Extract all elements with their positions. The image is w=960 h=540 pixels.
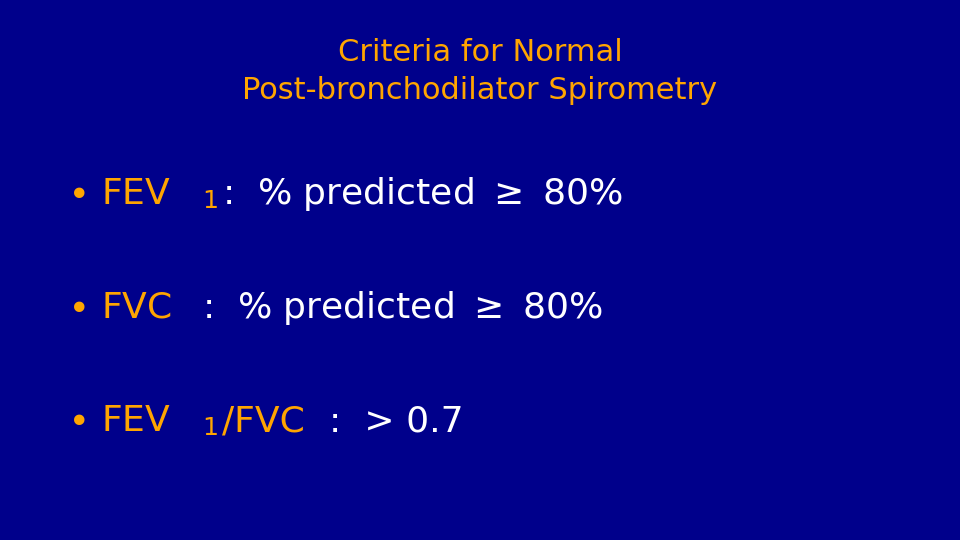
Text: :  % predicted $\geq$ 80%: : % predicted $\geq$ 80% [223,176,623,213]
Text: $\bullet$ FVC: $\bullet$ FVC [67,291,172,325]
Text: :  > 0.7: : > 0.7 [329,404,464,438]
Text: $\bullet$ FEV: $\bullet$ FEV [67,178,171,211]
Text: $_1$: $_1$ [202,404,218,438]
Text: $\bullet$ FEV: $\bullet$ FEV [67,404,171,438]
Text: Criteria for Normal
Post-bronchodilator Spirometry: Criteria for Normal Post-bronchodilator … [243,38,717,105]
Text: /FVC: /FVC [223,404,305,438]
Text: $_1$: $_1$ [202,178,218,211]
Text: :  % predicted $\geq$ 80%: : % predicted $\geq$ 80% [203,289,603,327]
